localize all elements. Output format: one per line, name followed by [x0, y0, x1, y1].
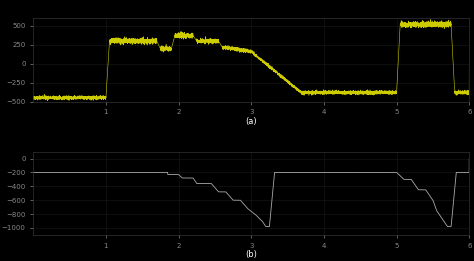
X-axis label: (a): (a): [246, 117, 257, 126]
X-axis label: (b): (b): [245, 250, 257, 259]
